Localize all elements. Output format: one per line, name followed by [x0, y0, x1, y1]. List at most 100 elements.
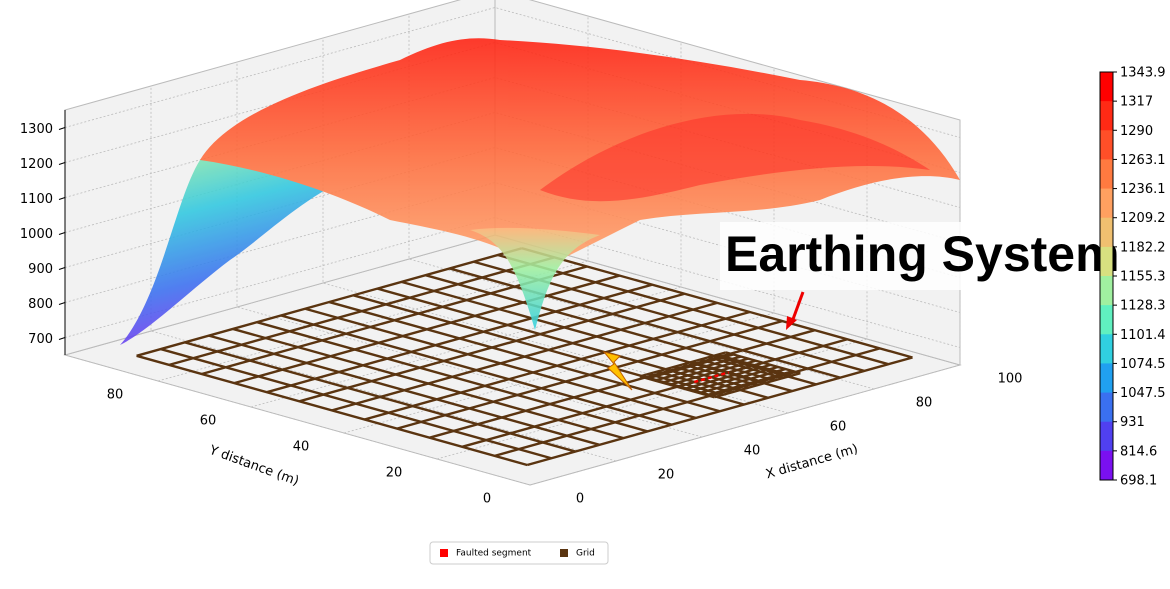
colorbar-tick-label: 1101.4 [1120, 328, 1166, 343]
x-axis-label: X distance (m) [764, 442, 860, 483]
annotation: Earthing System [725, 226, 1120, 282]
colorbar-segment [1100, 246, 1113, 277]
z-tick-label: 1300 [20, 122, 53, 137]
mesh-conductor [676, 361, 764, 388]
grid-line [64, 110, 531, 486]
grid-conductor [526, 356, 913, 467]
y-tick-label: 20 [386, 466, 403, 481]
legend-swatch [440, 549, 448, 557]
z-tick-label: 1200 [20, 157, 53, 172]
grid-conductor [136, 247, 523, 357]
colorbar-segment [1100, 217, 1113, 248]
colorbar: 1343.9 1317 1290 1263.1 1236.1 1209.2 1182.2 11… [1099, 66, 1166, 489]
annotation-box [720, 222, 1020, 290]
x-tick-label: 40 [744, 444, 761, 459]
surface-main [200, 38, 960, 271]
colorbar-tick-label: 698.1 [1120, 474, 1157, 489]
mesh-conductor [669, 359, 756, 386]
y-tick-label: 80 [107, 388, 124, 403]
colorbar-tick-label: 1074.5 [1120, 357, 1166, 372]
colorbar-tick-label: 1047.5 [1120, 386, 1166, 401]
colorbar-segment [1100, 450, 1113, 481]
colorbar-segment [1100, 130, 1113, 160]
colorbar-tick-label: 1317 [1120, 95, 1153, 110]
colorbar-tick-label: 814.6 [1120, 444, 1157, 459]
x-tick-label: 80 [916, 396, 933, 411]
colorbar-tick-label: 1236.1 [1120, 182, 1166, 197]
legend-swatch [560, 549, 568, 557]
colorbar-tick-label: 1209.2 [1120, 211, 1166, 226]
mesh-conductor [647, 353, 734, 380]
mesh-conductor [654, 355, 742, 382]
grid-line [529, 120, 961, 486]
mesh-conductor [661, 357, 749, 384]
z-tick-label: 700 [28, 332, 53, 347]
colorbar-segment [1100, 188, 1113, 219]
mesh-conductor [699, 358, 775, 382]
z-tick [58, 302, 66, 305]
colorbar-tick-label: 931 [1120, 415, 1145, 430]
z-tick [58, 162, 66, 165]
faulted-segment [693, 371, 730, 384]
colorbar-segment [1100, 72, 1113, 102]
legend-label: Grid [576, 549, 595, 559]
z-tick-label: 1100 [20, 192, 53, 207]
colorbar-segment [1100, 159, 1113, 190]
surface-wing [120, 157, 345, 345]
z-tick-label: 900 [28, 262, 53, 277]
y-tick-label: 60 [200, 414, 217, 429]
grid-conductor [494, 347, 881, 458]
x-tick-label: 0 [576, 492, 584, 507]
z-tick [58, 197, 66, 200]
annotation-arrow [790, 291, 805, 323]
x-tick-label: 60 [830, 420, 847, 435]
earthing-grid [136, 247, 913, 467]
grid-conductor [429, 329, 816, 439]
mesh-conductor [708, 356, 784, 380]
grid-conductor [299, 292, 685, 403]
grid-line [236, 62, 703, 438]
colorbar-tick-label: 1290 [1120, 124, 1153, 139]
z-tick [58, 232, 66, 235]
mesh-conductor [639, 351, 727, 378]
legend-label: Faulted segment [456, 549, 532, 559]
colorbar-tick-label: 1263.1 [1120, 153, 1166, 168]
grid-conductor [396, 319, 783, 430]
grid-conductor [461, 338, 848, 448]
fault-icon [602, 351, 633, 391]
colorbar-segment [1100, 334, 1113, 364]
x-tick-label: 20 [658, 468, 675, 483]
grid-conductor [364, 310, 751, 421]
colorbar-tick-label: 1155.3 [1120, 270, 1166, 285]
colorbar-segment [1100, 392, 1113, 423]
axis-ticks: 0204060801000204060807008009001000110012… [20, 110, 1022, 507]
y-tick-label: 0 [483, 492, 491, 507]
legend-box [429, 541, 609, 565]
z-tick-label: 800 [28, 297, 53, 312]
mesh-conductor [716, 353, 793, 377]
grid-line [150, 86, 617, 462]
grid-conductor [331, 301, 718, 412]
z-tick [58, 127, 66, 130]
colorbar-segment [1100, 101, 1113, 131]
legend: Faulted segment Grid [429, 541, 609, 565]
grid-line [494, 0, 961, 366]
colorbar-segment [1100, 305, 1113, 335]
colorbar-tick-label: 1182.2 [1120, 240, 1166, 255]
y-tick-label: 40 [293, 440, 310, 455]
grid-conductor [233, 274, 620, 385]
surface-funnel [470, 227, 600, 330]
colorbar-segment [1100, 363, 1113, 394]
z-tick [58, 337, 66, 340]
colorbar-segment [1100, 421, 1113, 452]
grid-line [408, 14, 875, 390]
colorbar-tick-label: 1128.3 [1120, 299, 1166, 314]
grid-line [64, 217, 961, 348]
mesh-conductor [725, 351, 801, 375]
y-axis-label: Y distance (m) [206, 443, 301, 490]
surface-ridge [540, 113, 930, 202]
z-tick [58, 267, 66, 270]
z-tick-label: 1000 [20, 227, 53, 242]
